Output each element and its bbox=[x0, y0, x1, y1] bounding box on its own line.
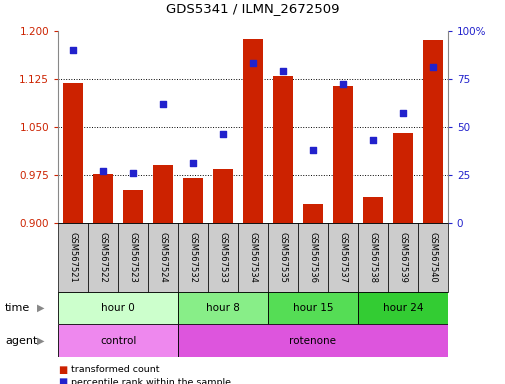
Bar bbox=[58, 223, 88, 292]
Text: hour 15: hour 15 bbox=[292, 303, 332, 313]
Text: control: control bbox=[100, 336, 136, 346]
Text: hour 0: hour 0 bbox=[101, 303, 135, 313]
Bar bbox=[183, 178, 203, 223]
Bar bbox=[237, 223, 268, 292]
Point bbox=[308, 147, 316, 153]
Bar bbox=[123, 190, 142, 223]
Text: hour 8: hour 8 bbox=[206, 303, 239, 313]
Text: GSM567540: GSM567540 bbox=[427, 232, 436, 283]
Point bbox=[338, 81, 346, 88]
Bar bbox=[208, 223, 237, 292]
Text: GSM567534: GSM567534 bbox=[248, 232, 257, 283]
Point bbox=[129, 170, 137, 176]
Bar bbox=[178, 292, 268, 324]
Text: rotenone: rotenone bbox=[289, 336, 336, 346]
Text: GSM567536: GSM567536 bbox=[308, 232, 317, 283]
Text: GSM567522: GSM567522 bbox=[98, 232, 108, 283]
Bar bbox=[93, 174, 113, 223]
Bar bbox=[243, 39, 262, 223]
Point bbox=[398, 110, 406, 116]
Text: GSM567538: GSM567538 bbox=[368, 232, 377, 283]
Bar bbox=[422, 40, 442, 223]
Text: ■: ■ bbox=[58, 365, 67, 375]
Bar bbox=[178, 324, 447, 357]
Text: GSM567539: GSM567539 bbox=[397, 232, 407, 283]
Bar bbox=[88, 223, 118, 292]
Text: percentile rank within the sample: percentile rank within the sample bbox=[71, 378, 230, 384]
Text: GSM567532: GSM567532 bbox=[188, 232, 197, 283]
Text: GSM567523: GSM567523 bbox=[128, 232, 137, 283]
Text: GSM567535: GSM567535 bbox=[278, 232, 287, 283]
Text: transformed count: transformed count bbox=[71, 365, 159, 374]
Bar bbox=[268, 223, 297, 292]
Point bbox=[248, 60, 257, 66]
Bar bbox=[363, 197, 382, 223]
Text: hour 24: hour 24 bbox=[382, 303, 422, 313]
Text: time: time bbox=[5, 303, 30, 313]
Point bbox=[219, 131, 227, 137]
Point bbox=[278, 68, 286, 74]
Text: GSM567521: GSM567521 bbox=[69, 232, 78, 283]
Point bbox=[69, 47, 77, 53]
Bar bbox=[302, 204, 322, 223]
Point bbox=[99, 168, 107, 174]
Bar bbox=[357, 292, 447, 324]
Bar bbox=[357, 223, 387, 292]
Text: ▶: ▶ bbox=[37, 336, 44, 346]
Bar bbox=[153, 165, 173, 223]
Bar bbox=[63, 83, 83, 223]
Bar bbox=[297, 223, 327, 292]
Point bbox=[368, 137, 376, 143]
Text: GSM567537: GSM567537 bbox=[338, 232, 347, 283]
Bar bbox=[58, 292, 178, 324]
Bar bbox=[178, 223, 208, 292]
Bar bbox=[268, 292, 357, 324]
Bar bbox=[332, 86, 352, 223]
Bar bbox=[273, 76, 292, 223]
Bar bbox=[387, 223, 417, 292]
Text: GSM567533: GSM567533 bbox=[218, 232, 227, 283]
Bar bbox=[213, 169, 232, 223]
Bar bbox=[417, 223, 447, 292]
Point bbox=[189, 160, 197, 166]
Text: GDS5341 / ILMN_2672509: GDS5341 / ILMN_2672509 bbox=[166, 2, 339, 15]
Point bbox=[159, 101, 167, 107]
Text: agent: agent bbox=[5, 336, 37, 346]
Bar bbox=[327, 223, 357, 292]
Bar bbox=[148, 223, 178, 292]
Bar bbox=[58, 324, 178, 357]
Bar bbox=[118, 223, 148, 292]
Point bbox=[428, 64, 436, 70]
Text: ▶: ▶ bbox=[37, 303, 44, 313]
Text: ■: ■ bbox=[58, 377, 67, 384]
Text: GSM567524: GSM567524 bbox=[158, 232, 167, 283]
Bar bbox=[392, 133, 412, 223]
